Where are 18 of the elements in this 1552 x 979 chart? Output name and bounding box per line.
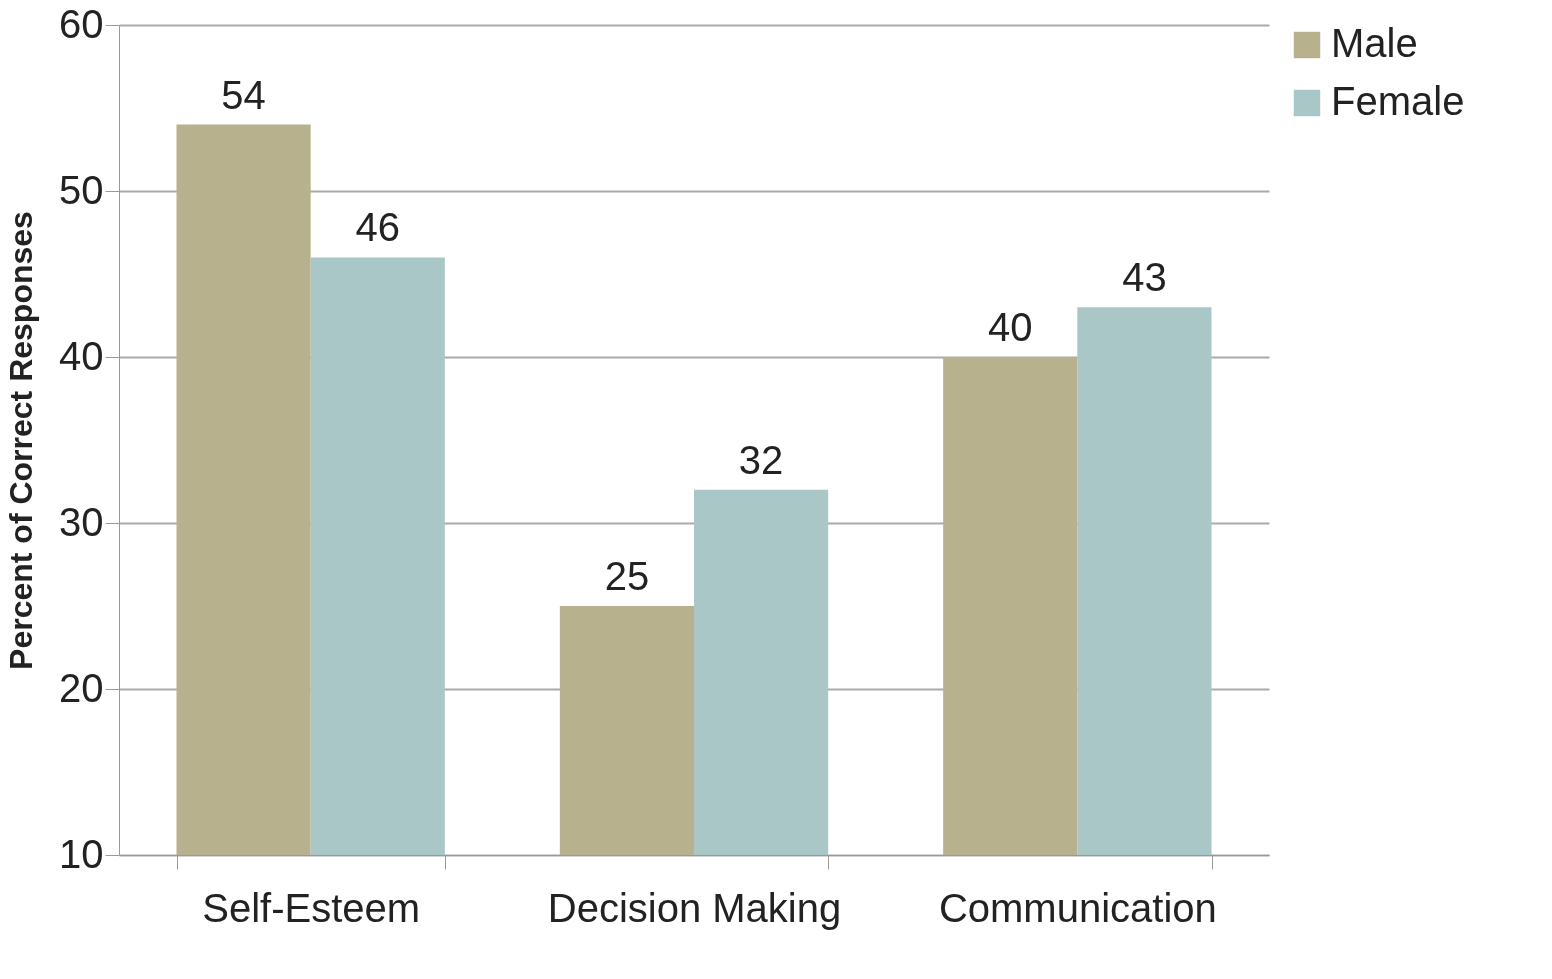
y-tick-label: 10 — [59, 831, 104, 876]
y-tick-label: 30 — [59, 499, 104, 544]
data-label: 32 — [738, 437, 784, 482]
x-tick-label: Self-Esteem — [202, 885, 421, 930]
x-tick-label: Communication — [938, 885, 1217, 930]
y-tick-label: 40 — [59, 333, 104, 378]
y-tick-label: 50 — [59, 167, 104, 212]
y-axis-title: Percent of Correct Responses — [3, 211, 40, 670]
legend-label: Male — [1331, 21, 1418, 65]
data-label: 40 — [988, 305, 1033, 349]
data-label: 54 — [221, 72, 266, 117]
x-tick-label: Decision Making — [547, 885, 842, 930]
legend-label: Female — [1331, 79, 1465, 123]
y-tick-label: 20 — [59, 665, 104, 710]
data-label: 25 — [604, 554, 650, 598]
data-label: 46 — [355, 205, 400, 250]
y-tick-label: 60 — [59, 1, 104, 46]
data-label: 43 — [1122, 255, 1167, 300]
